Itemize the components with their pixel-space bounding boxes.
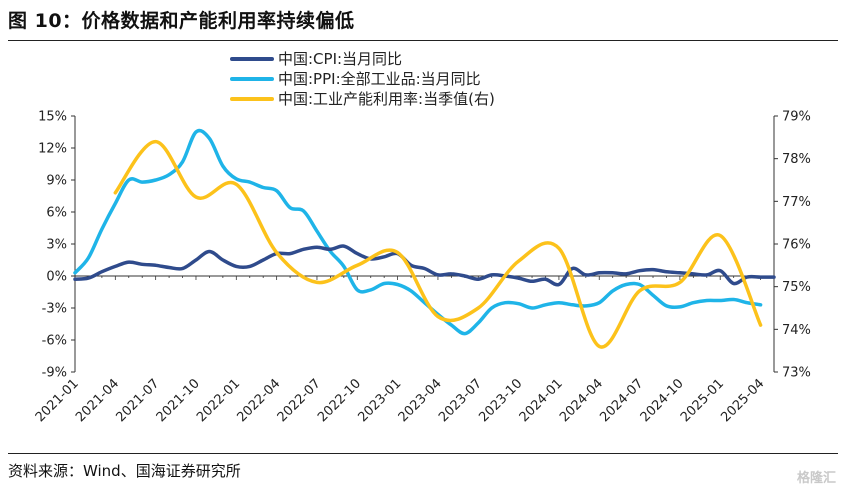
left-tick-label: -3% [42, 302, 67, 317]
legend-label: 中国:工业产能利用率:当季值(右) [278, 90, 495, 108]
left-tick-label: 3% [46, 238, 67, 253]
source-note: 资料来源：Wind、国海证券研究所 [8, 462, 241, 480]
series-lines [73, 128, 776, 349]
x-tick-label: 2025-04 [718, 376, 767, 425]
x-tick-label: 2024-04 [557, 376, 606, 425]
right-tick-label: 76% [782, 238, 811, 253]
right-tick-label: 79% [782, 110, 811, 125]
left-tick-label: 9% [46, 174, 67, 189]
x-tick-label: 2024-01 [517, 376, 566, 425]
left-tick-label: 0% [46, 270, 67, 285]
watermark-logo: 格隆汇 [796, 471, 836, 486]
x-tick-label: 2023-01 [355, 376, 404, 425]
x-tick-label: 2023-07 [436, 376, 485, 425]
right-tick-label: 75% [782, 280, 811, 295]
x-tick-label: 2021-07 [113, 376, 162, 425]
x-tick-label: 2022-10 [315, 376, 364, 425]
right-tick-label: 77% [782, 195, 811, 210]
x-tick-label: 2024-07 [597, 376, 646, 425]
right-tick-label: 78% [782, 152, 811, 167]
series-line-cpi [73, 244, 776, 287]
right-tick-label: 74% [782, 323, 811, 338]
x-tick-label: 2021-01 [33, 376, 82, 425]
legend-label: 中国:PPI:全部工业品:当月同比 [278, 70, 481, 88]
x-tick-label: 2022-07 [275, 376, 324, 425]
line-chart: 中国:CPI:当月同比中国:PPI:全部工业品:当月同比中国:工业产能利用率:当… [33, 50, 811, 425]
legend-label: 中国:CPI:当月同比 [278, 50, 402, 68]
title-rule [8, 40, 838, 41]
series-line-capacity-utilization [113, 139, 763, 349]
right-tick-label: 73% [782, 366, 811, 381]
x-tick-label: 2023-10 [476, 376, 525, 425]
x-tick-label: 2024-10 [638, 376, 687, 425]
figure-title: 图 10：价格数据和产能利用率持续偏低 [8, 10, 355, 32]
left-tick-label: -9% [42, 366, 67, 381]
left-tick-label: 15% [38, 110, 67, 125]
source-rule [8, 453, 838, 454]
left-tick-label: 6% [46, 206, 67, 221]
x-tick-label: 2022-04 [234, 376, 283, 425]
x-tick-label: 2023-04 [396, 376, 445, 425]
series-line-ppi [73, 128, 763, 336]
left-tick-label: -6% [42, 334, 67, 349]
x-tick-label: 2021-10 [154, 376, 203, 425]
x-tick-label: 2021-04 [73, 376, 122, 425]
left-tick-label: 12% [38, 142, 67, 157]
legend: 中国:CPI:当月同比中国:PPI:全部工业品:当月同比中国:工业产能利用率:当… [230, 50, 495, 108]
x-tick-label: 2022-01 [194, 376, 243, 425]
x-tick-label: 2025-01 [678, 376, 727, 425]
